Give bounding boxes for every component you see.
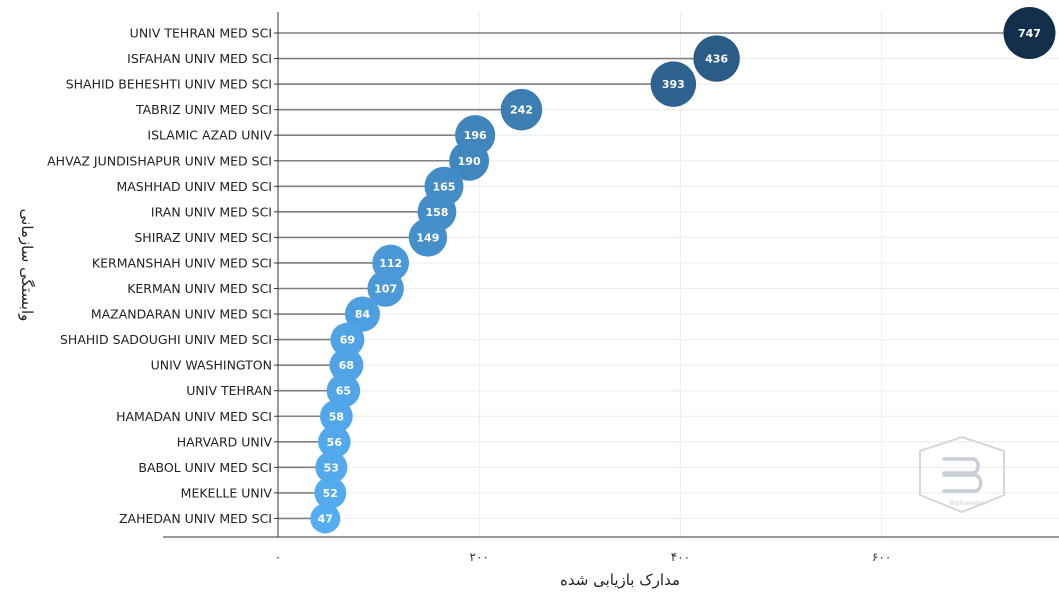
data-value-label: 149 <box>416 231 439 244</box>
data-value-label: 112 <box>379 257 402 270</box>
data-value-label: 196 <box>464 129 487 142</box>
data-point-bubble <box>329 348 364 383</box>
data-value-label: 158 <box>425 206 448 219</box>
y-category-label: SHIRAZ UNIV MED SCI <box>134 230 272 245</box>
y-category-label: BABOL UNIV MED SCI <box>138 460 272 475</box>
data-value-label: 165 <box>433 180 456 193</box>
data-point-bubble <box>310 503 341 534</box>
y-category-label: TABRIZ UNIV MED SCI <box>135 102 272 117</box>
data-point-bubble <box>449 140 490 181</box>
data-point-bubble <box>315 451 348 484</box>
y-category-label: ZAHEDAN UNIV MED SCI <box>119 511 272 526</box>
y-category-label: AHVAZ JUNDISHAPUR UNIV MED SCI <box>47 153 272 168</box>
data-value-label: 84 <box>355 308 371 321</box>
data-point-bubble <box>344 296 381 332</box>
data-value-label: 68 <box>339 359 354 372</box>
y-category-label: HAMADAN UNIV MED SCI <box>116 409 272 424</box>
label-layer: UNIV TEHRAN MED SCI ISFAHAN UNIV MED SCI S… <box>47 26 272 526</box>
data-value-label: 107 <box>374 283 397 296</box>
watermark-text: Bibliometrix <box>950 500 987 507</box>
y-category-label: UNIV TEHRAN <box>186 383 272 398</box>
data-point-bubble <box>330 322 365 357</box>
data-point-bubble <box>1003 7 1056 59</box>
watermark-logo: Bibliometrix <box>919 435 1005 514</box>
data-value-label: 242 <box>510 104 533 117</box>
x-axis-title: مدارک بازیابی شده <box>560 571 680 589</box>
data-value-label: 47 <box>318 512 333 525</box>
axis-layer: ۰ ۲۰۰ ۴۰۰ ۶۰۰ <box>163 12 1059 564</box>
y-category-label: ISFAHAN UNIV MED SCI <box>127 51 272 66</box>
y-category-label: UNIV TEHRAN MED SCI <box>130 26 272 41</box>
y-category-label: UNIV WASHINGTON <box>151 358 272 373</box>
data-value-label: 52 <box>323 487 338 500</box>
hexagon-logo-icon <box>919 435 1005 514</box>
data-value-label: 53 <box>324 461 339 474</box>
y-category-label: MAZANDARAN UNIV MED SCI <box>91 307 272 322</box>
logo-glyph <box>942 457 983 493</box>
x-tick-label: ۲۰۰ <box>470 550 489 564</box>
y-category-label: MEKELLE UNIV <box>181 485 273 500</box>
data-value-label: 56 <box>327 436 343 449</box>
y-category-label: ISLAMIC AZAD UNIV <box>147 128 272 143</box>
data-value-label: 65 <box>336 385 351 398</box>
y-axis-title: وابستگی سازمانی <box>18 209 36 322</box>
data-value-label: 747 <box>1018 27 1041 40</box>
data-point-bubble <box>326 373 361 408</box>
data-point-bubble <box>500 88 543 131</box>
y-category-label: SHAHID SADOUGHI UNIV MED SCI <box>60 332 272 347</box>
data-point-bubble <box>650 61 697 107</box>
y-category-label: HARVARD UNIV <box>177 434 273 449</box>
y-category-label: KERMAN UNIV MED SCI <box>127 281 272 296</box>
data-value-label: 69 <box>340 334 355 347</box>
x-tick-label: ۴۰۰ <box>671 550 690 564</box>
y-category-label: IRAN UNIV MED SCI <box>151 204 272 219</box>
data-point-bubble <box>314 476 347 509</box>
x-tick-label: ۰ <box>275 550 281 564</box>
data-point-bubble <box>693 35 740 82</box>
data-point-bubble <box>319 399 353 433</box>
x-tick-label: ۶۰۰ <box>872 550 891 564</box>
y-category-label: MASHHAD UNIV MED SCI <box>116 179 272 194</box>
y-category-label: KERMANSHAH UNIV MED SCI <box>92 255 272 270</box>
data-point-bubble <box>318 425 351 459</box>
data-value-label: 58 <box>329 410 344 423</box>
y-category-label: SHAHID BEHESHTI UNIV MED SCI <box>66 77 272 92</box>
data-value-label: 436 <box>705 53 728 66</box>
data-point-bubble <box>408 218 448 257</box>
data-point-bubble <box>367 270 404 307</box>
data-value-label: 393 <box>662 78 685 91</box>
data-value-label: 190 <box>458 155 481 168</box>
